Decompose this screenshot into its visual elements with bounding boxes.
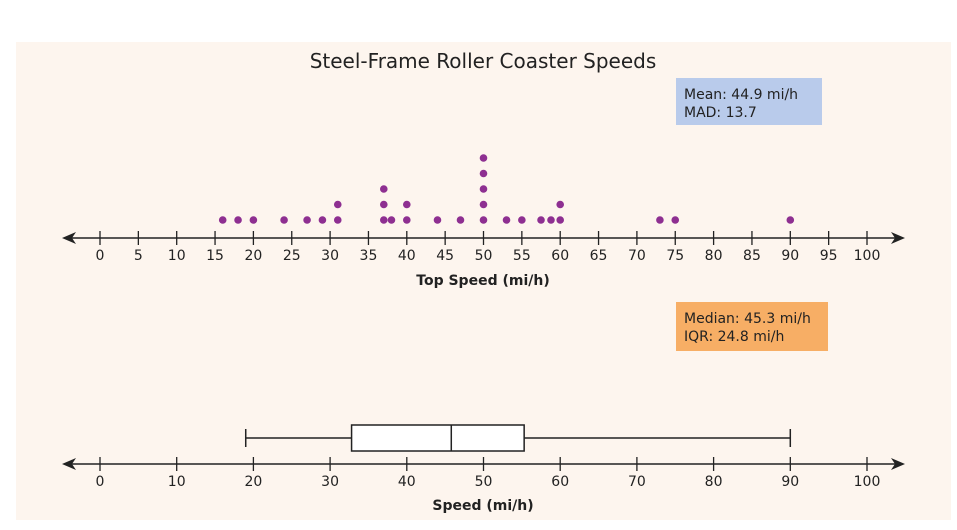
data-point bbox=[671, 216, 680, 224]
data-point bbox=[379, 185, 388, 193]
dot-plot-tick-label: 70 bbox=[628, 248, 646, 264]
dot-plot-tick-label: 25 bbox=[283, 248, 301, 264]
chart-panel: Steel-Frame Roller Coaster Speeds Mean: … bbox=[16, 42, 951, 520]
box-plot-tick-label: 100 bbox=[854, 474, 881, 490]
median-label: Median: 45.3 mi/h bbox=[684, 311, 811, 327]
iqr-label: IQR: 24.8 mi/h bbox=[684, 329, 784, 345]
data-point bbox=[502, 216, 511, 224]
dot-plot-tick-label: 65 bbox=[590, 248, 608, 264]
dot-plot-x-label: Top Speed (mi/h) bbox=[416, 273, 549, 289]
box-plot-tick-label: 30 bbox=[321, 474, 339, 490]
data-point bbox=[518, 216, 526, 224]
data-point bbox=[403, 200, 411, 209]
data-point bbox=[379, 200, 388, 209]
data-point bbox=[379, 216, 388, 224]
dot-plot-right-arrow bbox=[891, 232, 905, 244]
dot-plot-tick-label: 40 bbox=[398, 248, 416, 264]
chart-title: Steel-Frame Roller Coaster Speeds bbox=[310, 49, 657, 73]
data-point bbox=[280, 216, 288, 224]
dot-plot-tick-label: 90 bbox=[781, 248, 799, 264]
data-point bbox=[479, 185, 488, 193]
dot-plot-points bbox=[218, 154, 795, 224]
data-point bbox=[556, 200, 564, 209]
box-plot-axis: 0 10 20 30 40 50 60 70 80 90 100 bbox=[62, 457, 905, 490]
dot-plot-tick-label: 95 bbox=[820, 248, 838, 264]
data-point bbox=[433, 216, 442, 224]
data-point bbox=[547, 216, 555, 224]
dot-plot-left-arrow bbox=[62, 232, 76, 244]
data-point bbox=[403, 216, 411, 224]
box-plot-tick-label: 60 bbox=[551, 474, 569, 490]
iqr-box bbox=[350, 424, 525, 452]
mad-label: MAD: 13.7 bbox=[684, 105, 757, 121]
data-point bbox=[218, 216, 227, 224]
data-point bbox=[656, 216, 664, 224]
data-point bbox=[479, 169, 488, 178]
data-point bbox=[537, 216, 545, 224]
data-point bbox=[333, 216, 342, 224]
dot-plot-tick-label: 0 bbox=[96, 248, 105, 264]
data-point bbox=[479, 154, 488, 162]
box-plot-tick-label: 20 bbox=[244, 474, 262, 490]
dot-plot-tick-label: 15 bbox=[206, 248, 224, 264]
box-plot-tick-label: 80 bbox=[705, 474, 723, 490]
data-point bbox=[318, 216, 327, 224]
dot-plot-tick-label: 35 bbox=[360, 248, 378, 264]
dot-plot-tick-label: 50 bbox=[475, 248, 493, 264]
box-plot-tick-label: 40 bbox=[398, 474, 416, 490]
data-point bbox=[786, 216, 795, 224]
box-plot-left-arrow bbox=[62, 458, 76, 470]
data-point bbox=[456, 216, 465, 224]
median-iqr-box bbox=[676, 302, 828, 351]
box-plot-tick-label: 0 bbox=[96, 474, 105, 490]
data-point bbox=[387, 216, 396, 224]
dot-plot-tick-label: 60 bbox=[551, 248, 569, 264]
data-point bbox=[249, 216, 258, 224]
mean-label: Mean: 44.9 mi/h bbox=[684, 87, 798, 103]
mean-mad-box bbox=[676, 78, 822, 125]
box-plot-tick-label: 50 bbox=[475, 474, 493, 490]
chart-figure: Steel-Frame Roller Coaster Speeds Mean: … bbox=[62, 49, 905, 514]
data-point bbox=[479, 200, 488, 209]
dot-plot-tick-label: 80 bbox=[705, 248, 723, 264]
dot-plot-axis: 0 5 10 15 20 25 30 35 40 45 50 55 60 65 70 75 80 85 90 95 10… bbox=[62, 231, 905, 264]
dot-plot-tick-label: 45 bbox=[436, 248, 454, 264]
data-point bbox=[234, 216, 242, 224]
dot-plot-tick-label: 10 bbox=[168, 248, 186, 264]
dot-plot-tick-label: 85 bbox=[743, 248, 761, 264]
dot-plot-tick-label: 55 bbox=[513, 248, 531, 264]
dot-plot-tick-label: 20 bbox=[244, 248, 262, 264]
data-point bbox=[303, 216, 311, 224]
dot-plot-tick-label: 30 bbox=[321, 248, 339, 264]
box-plot-tick-label: 70 bbox=[628, 474, 646, 490]
box-plot bbox=[244, 424, 792, 452]
box-plot-tick-label: 10 bbox=[168, 474, 186, 490]
dot-plot-tick-label: 100 bbox=[854, 248, 881, 264]
data-point bbox=[479, 216, 488, 224]
box-plot-x-label: Speed (mi/h) bbox=[432, 498, 533, 514]
dot-plot-tick-label: 75 bbox=[666, 248, 684, 264]
dot-plot-tick-label: 5 bbox=[134, 248, 143, 264]
data-point bbox=[333, 200, 342, 209]
box-plot-right-arrow bbox=[891, 458, 905, 470]
data-point bbox=[556, 216, 564, 224]
box-plot-tick-label: 90 bbox=[781, 474, 799, 490]
